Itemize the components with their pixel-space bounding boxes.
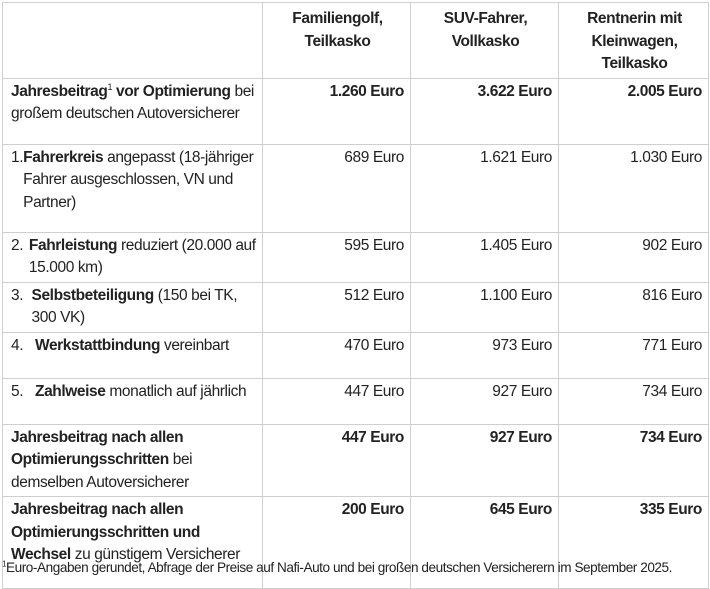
price-cell: 1.621 Euro	[410, 143, 559, 233]
table-row: 3. Selbstbeteiligung (150 bei TK, 300 VK)…	[2, 281, 709, 333]
label-text: Fahrerkreis	[23, 148, 104, 166]
label-text: monatlich auf jährlich	[105, 382, 247, 400]
price-cell: 973 Euro	[410, 331, 559, 379]
footnote-text: Euro-Angaben gerundet, Abfrage der Preis…	[6, 560, 672, 575]
table-row: Jahresbeitrag1 vor Optimierung bei große…	[2, 77, 709, 145]
price-cell: 927 Euro	[410, 423, 559, 497]
price-cell: 447 Euro	[262, 377, 411, 425]
price-cell: 512 Euro	[262, 281, 411, 333]
row-label: 5. Zahlweise monatlich auf jährlich	[2, 377, 263, 425]
label-text: Fahrleistung	[28, 236, 118, 254]
row-label: 2. Fahrleistung reduziert (20.000 auf 15.…	[2, 231, 263, 283]
label-text: angepasst (18-jähriger Fahrer ausgeschlo…	[23, 148, 254, 211]
price-cell: 1.260 Euro	[262, 77, 411, 145]
price-cell: 689 Euro	[262, 143, 411, 233]
label-text: Selbstbeteiligung	[31, 286, 155, 304]
label-text: Jahresbeitrag nach allen Optimierungssch…	[11, 501, 200, 563]
column-header: Familiengolf, Teilkasko	[262, 2, 411, 79]
price-cell: 816 Euro	[558, 281, 709, 333]
price-cell: 927 Euro	[410, 377, 559, 425]
table-row: 5. Zahlweise monatlich auf jährlich 447 Eu…	[2, 377, 709, 425]
price-cell: 335 Euro	[558, 496, 709, 589]
row-label: Jahresbeitrag nach allen Optimierungssch…	[2, 496, 263, 589]
row-label: Jahresbeitrag1 vor Optimierung bei große…	[2, 77, 263, 145]
label-text: Werkstattbindung	[35, 336, 161, 354]
row-label: 4. Werkstattbindung vereinbart	[2, 331, 263, 379]
label-text: reduziert (20.000 auf 15.000 km)	[28, 236, 256, 277]
price-cell: 1.100 Euro	[410, 281, 559, 333]
label-text: (150 bei TK, 300 VK)	[31, 286, 238, 327]
label-text: vereinbart	[160, 336, 229, 354]
column-header: Rentnerin mit Kleinwagen, Teilkasko	[558, 2, 709, 79]
column-header: SUV-Fahrer, Vollkasko	[410, 2, 559, 79]
price-cell: 734 Euro	[558, 423, 709, 497]
price-cell: 902 Euro	[558, 231, 709, 283]
label-text: zu günstigem Versicherer	[70, 546, 241, 563]
table-row: 4. Werkstattbindung vereinbart 470 Euro 973…	[2, 331, 709, 379]
step-number: 3.	[11, 286, 24, 304]
footnote-mark: 1	[2, 559, 6, 569]
price-cell: 447 Euro	[262, 423, 411, 497]
price-cell: 2.005 Euro	[558, 77, 709, 145]
table-row: Jahresbeitrag nach allen Optimierungssch…	[2, 423, 709, 497]
step-number: 1.	[11, 148, 24, 166]
label-text: Jahresbeitrag nach allen Optimierungssch…	[11, 428, 184, 469]
price-cell: 470 Euro	[262, 331, 411, 379]
step-number: 5.	[11, 382, 24, 400]
table-row: Jahresbeitrag nach allen Optimierungssch…	[2, 496, 709, 589]
column-header	[2, 2, 263, 79]
label-text: bei großem deutschen Autoversicherer	[11, 82, 254, 123]
label-text: Zahlweise	[35, 382, 106, 400]
step-number: 4.	[11, 336, 24, 354]
label-text: Jahresbeitrag	[11, 82, 108, 100]
price-cell: 3.622 Euro	[410, 77, 559, 145]
footnote: 1Euro-Angaben gerundet, Abfrage der Prei…	[2, 560, 672, 575]
step-number: 2.	[11, 236, 24, 254]
header-row: Familiengolf, Teilkasko SUV-Fahrer, Vollk…	[2, 2, 709, 79]
row-label: 1. Fahrerkreis angepasst (18-jähriger Fah…	[2, 143, 263, 233]
label-text: bei demselben Autoversicherer	[11, 451, 193, 491]
price-cell: 1.030 Euro	[558, 143, 709, 233]
row-label: 3. Selbstbeteiligung (150 bei TK, 300 VK)	[2, 281, 263, 333]
footnote-reference: 1	[107, 81, 113, 92]
price-cell: 645 Euro	[410, 496, 559, 589]
label-text: vor Optimierung	[112, 82, 231, 100]
row-label: Jahresbeitrag nach allen Optimierungssch…	[2, 423, 263, 497]
price-cell: 595 Euro	[262, 231, 411, 283]
table-row: 1. Fahrerkreis angepasst (18-jähriger Fah…	[2, 143, 709, 233]
table-row: 2. Fahrleistung reduziert (20.000 auf 15.…	[2, 231, 709, 283]
price-cell: 771 Euro	[558, 331, 709, 379]
price-cell: 1.405 Euro	[410, 231, 559, 283]
price-cell: 734 Euro	[558, 377, 709, 425]
